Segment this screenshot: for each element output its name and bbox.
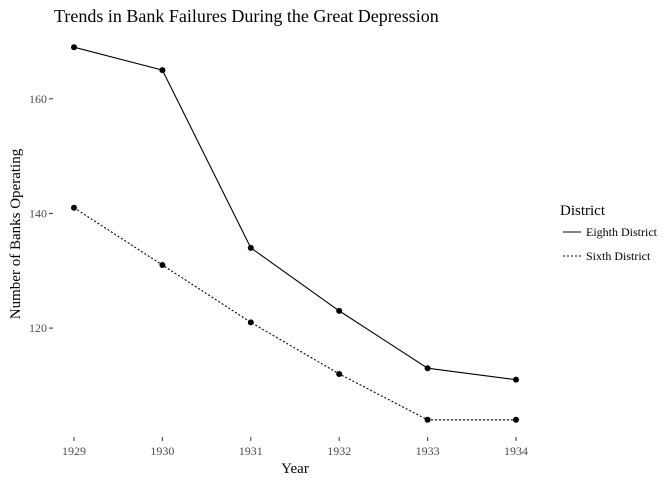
data-point [247,244,254,251]
y-axis: 120 140 160 [29,92,53,335]
data-point [159,262,166,269]
legend-title: District [560,203,606,219]
x-tick-label: 1930 [150,444,174,458]
data-point [336,307,343,314]
x-tick-label: 1932 [327,444,351,458]
data-point [336,370,343,377]
series-line-1 [73,46,517,381]
legend: District Eighth District Sixth District [560,203,658,263]
data-point [424,416,431,423]
series-line-2 [73,207,516,421]
y-tick-label: 160 [29,92,47,106]
x-tick-label: 1929 [62,444,86,458]
y-tick-label: 120 [29,321,47,335]
y-axis-title: Number of Banks Operating [8,148,24,319]
x-tick-label: 1934 [504,444,528,458]
legend-label-2: Sixth District [586,249,651,263]
data-point [247,319,254,326]
x-tick-label: 1933 [416,444,440,458]
data-point [159,67,166,74]
plot-area [71,44,519,423]
data-point [71,44,77,51]
x-tick-label: 1931 [239,444,263,458]
data-point [513,416,519,423]
x-axis: 1929 1930 1931 1932 1933 1934 [62,437,528,458]
y-tick-label: 140 [29,206,47,220]
data-point [71,204,77,211]
chart-title: Trends in Bank Failures During the Great… [54,6,439,26]
legend-label-1: Eighth District [586,225,658,239]
data-point [513,376,519,383]
x-axis-title: Year [281,461,309,477]
data-point [424,365,431,372]
